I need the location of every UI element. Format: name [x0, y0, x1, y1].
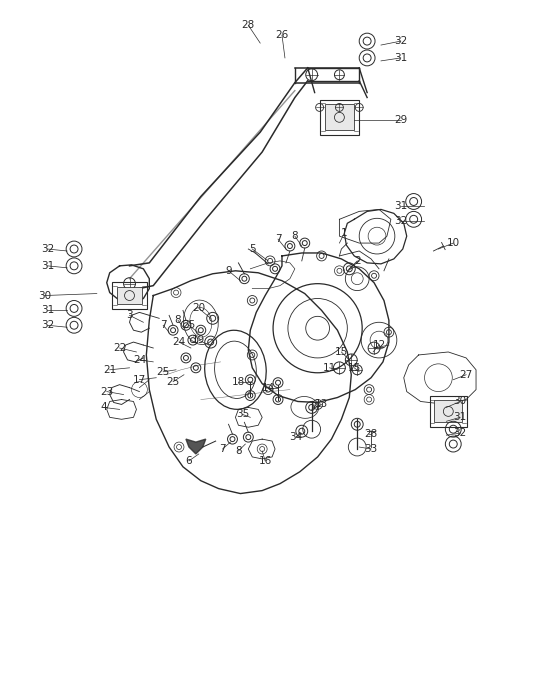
Text: 24: 24 — [133, 355, 146, 365]
Bar — [116, 286, 142, 304]
Bar — [111, 281, 147, 309]
Text: 7: 7 — [220, 444, 226, 454]
Text: 32: 32 — [394, 36, 408, 46]
Bar — [430, 395, 467, 427]
Bar — [435, 400, 462, 422]
Text: 31: 31 — [394, 202, 408, 211]
Text: 3: 3 — [126, 310, 133, 321]
Text: 10: 10 — [447, 238, 460, 248]
Text: 5: 5 — [249, 244, 255, 254]
Text: 34: 34 — [289, 432, 302, 442]
Text: 31: 31 — [394, 53, 408, 63]
Text: 28: 28 — [242, 20, 255, 30]
Text: 19: 19 — [192, 335, 206, 345]
Text: 6: 6 — [185, 456, 192, 466]
Text: 24: 24 — [172, 337, 185, 347]
Text: 32: 32 — [394, 216, 408, 226]
Text: 25: 25 — [183, 320, 195, 330]
Text: 23: 23 — [100, 386, 113, 397]
Text: 7: 7 — [160, 320, 166, 330]
Text: 27: 27 — [460, 370, 473, 380]
Text: 33: 33 — [365, 444, 377, 454]
Text: 18: 18 — [232, 377, 245, 386]
Polygon shape — [186, 439, 206, 454]
Text: 8: 8 — [175, 315, 181, 326]
Text: 16: 16 — [259, 456, 272, 466]
Text: 32: 32 — [454, 428, 467, 438]
Text: 31: 31 — [41, 305, 54, 316]
Text: 26: 26 — [276, 30, 288, 40]
Bar — [320, 99, 359, 135]
Text: 25: 25 — [166, 377, 180, 386]
Text: 4: 4 — [100, 402, 107, 412]
Text: 22: 22 — [113, 343, 126, 353]
Text: 7: 7 — [275, 234, 281, 244]
Text: 8: 8 — [292, 231, 298, 241]
Text: 15: 15 — [335, 347, 348, 357]
Text: 13: 13 — [315, 400, 328, 410]
Text: 17: 17 — [133, 374, 146, 385]
Text: 31: 31 — [454, 412, 467, 422]
Text: 30: 30 — [38, 290, 51, 300]
Text: 2: 2 — [354, 256, 361, 266]
Text: 32: 32 — [41, 244, 54, 254]
Text: 32: 32 — [41, 320, 54, 330]
Text: 11: 11 — [323, 363, 336, 373]
Text: 28: 28 — [365, 429, 377, 439]
Text: 21: 21 — [103, 365, 116, 374]
Text: 12: 12 — [372, 340, 386, 350]
Text: 9: 9 — [225, 266, 232, 276]
Text: 20: 20 — [192, 303, 206, 314]
Text: 8: 8 — [235, 446, 242, 456]
Text: 14: 14 — [262, 383, 275, 393]
Text: 31: 31 — [41, 261, 54, 271]
Text: 25: 25 — [157, 367, 170, 377]
Text: 35: 35 — [236, 410, 249, 419]
Bar — [325, 104, 354, 130]
Text: 1: 1 — [341, 228, 348, 238]
Text: 29: 29 — [394, 116, 408, 125]
Text: 15: 15 — [348, 363, 361, 373]
Text: 30: 30 — [454, 396, 466, 407]
